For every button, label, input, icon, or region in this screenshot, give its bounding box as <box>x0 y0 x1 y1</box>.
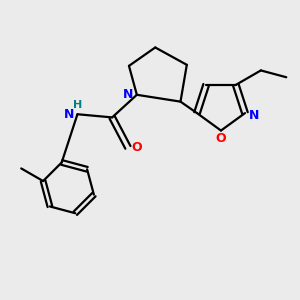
Text: N: N <box>123 88 133 101</box>
Text: O: O <box>131 141 142 154</box>
Text: O: O <box>216 133 226 146</box>
Text: H: H <box>73 100 82 110</box>
Text: N: N <box>64 108 75 121</box>
Text: N: N <box>249 109 260 122</box>
